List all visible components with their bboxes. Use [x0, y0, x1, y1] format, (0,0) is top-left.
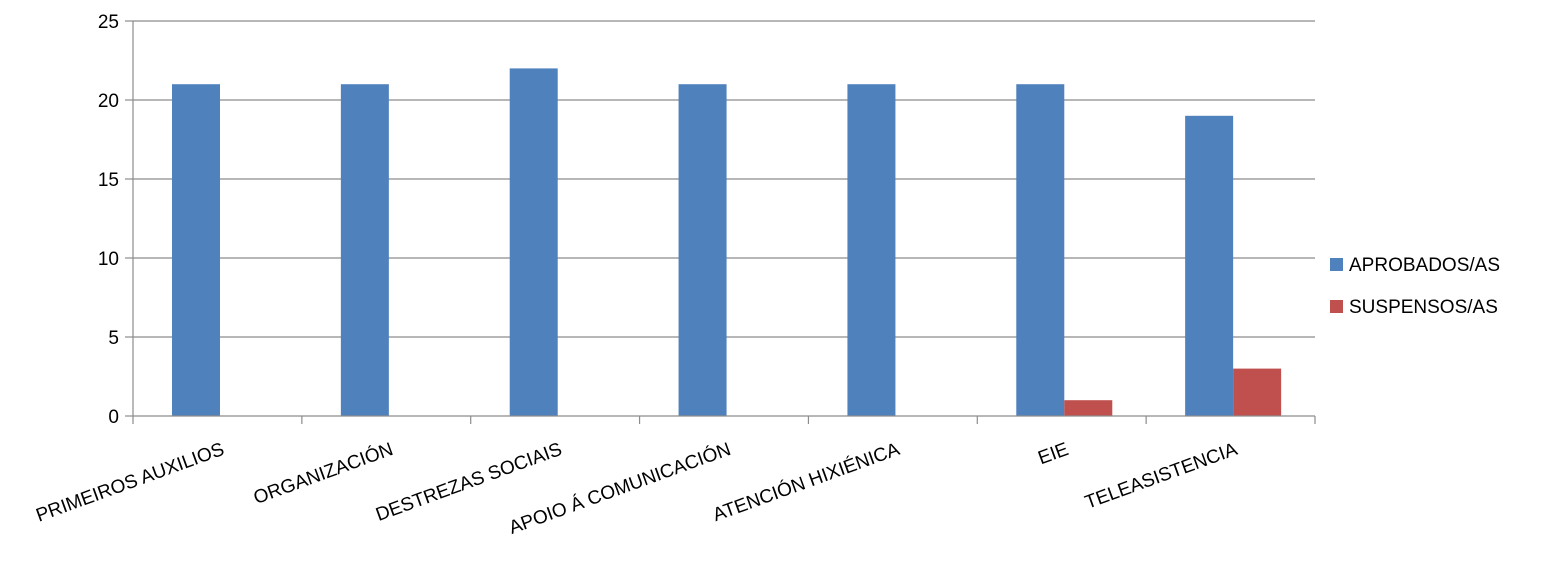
legend-swatch: [1330, 258, 1343, 271]
bar: [1185, 116, 1233, 416]
y-tick-label: 25: [98, 12, 119, 33]
x-tick-labels: PRIMEIROS AUXILIOS ORGANIZACIÓNDESTREZAS …: [33, 438, 1240, 539]
bar: [1064, 400, 1112, 416]
x-tick-label: EIE: [1035, 439, 1071, 469]
x-tick-label: ATENCIÓN HIXIÉNICA: [710, 438, 903, 526]
bar: [510, 68, 558, 416]
bar: [679, 84, 727, 416]
bar: [172, 84, 220, 416]
y-tick-labels: 0 5 10 15 20 25: [98, 12, 119, 428]
y-tick-label: 15: [98, 170, 119, 191]
y-tick-label: 10: [98, 249, 119, 270]
bars: [172, 68, 1281, 416]
legend-label: APROBADOS/AS: [1349, 255, 1500, 276]
legend: APROBADOS/AS SUSPENSOS/AS: [1330, 255, 1500, 318]
bar: [847, 84, 895, 416]
x-tick-label: ORGANIZACIÓN: [251, 438, 396, 509]
legend-swatch: [1330, 300, 1343, 313]
bar: [341, 84, 389, 416]
bar: [1233, 369, 1281, 416]
x-tick-label: TELEASISTENCIA: [1082, 439, 1240, 514]
x-tick-label: PRIMEIROS AUXILIOS: [33, 439, 227, 527]
y-tick-label: 20: [98, 91, 119, 112]
legend-label: SUSPENSOS/AS: [1349, 297, 1498, 318]
y-tick-label: 5: [108, 328, 119, 349]
bar: [1016, 84, 1064, 416]
y-tick-label: 0: [108, 407, 119, 428]
